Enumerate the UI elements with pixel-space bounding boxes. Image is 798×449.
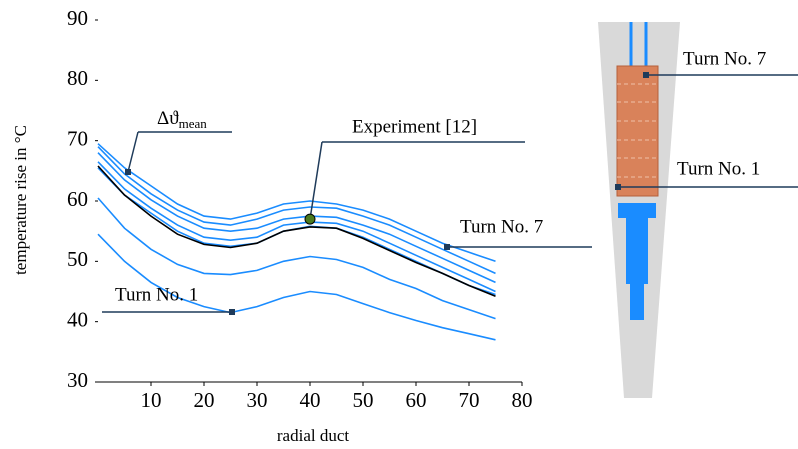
x-tick-label: 30 xyxy=(247,388,268,412)
series-line xyxy=(98,147,496,274)
leader-marker xyxy=(643,72,649,78)
annotation-turn-low: Turn No. 1 xyxy=(115,284,198,305)
x-tick-label: 50 xyxy=(353,388,374,412)
series-line xyxy=(98,166,496,296)
x-tick-label: 40 xyxy=(300,388,321,412)
experiment-point xyxy=(305,214,315,224)
x-tick-label: 10 xyxy=(141,388,162,412)
leader-line xyxy=(128,132,138,172)
wedge xyxy=(630,284,644,320)
leader-marker xyxy=(229,309,235,315)
chart: Turn No. 7 Turn No. 1 temperature rise i… xyxy=(0,0,798,449)
y-axis-label: temperature rise in °C xyxy=(11,125,30,275)
x-tick-label: 80 xyxy=(512,388,533,412)
x-tick-label: 20 xyxy=(194,388,215,412)
winding-diagram: Turn No. 7 Turn No. 1 xyxy=(598,22,798,398)
wedge xyxy=(618,203,656,218)
leader-marker xyxy=(125,169,131,175)
annotation-experiment: Experiment [12] xyxy=(352,116,477,137)
y-tick-label: 60 xyxy=(67,187,88,211)
diagram-label: Turn No. 7 xyxy=(683,48,766,69)
conductor-stack xyxy=(617,66,658,196)
y-tick-label: 40 xyxy=(67,307,88,331)
annotation-mean: Δϑmean xyxy=(157,108,207,131)
leader-marker xyxy=(615,184,621,190)
y-tick-label: 90 xyxy=(67,6,88,30)
mean-symbol: Δϑ xyxy=(157,108,179,129)
series-line xyxy=(98,162,496,292)
x-tick-label: 60 xyxy=(406,388,427,412)
wedge xyxy=(626,218,648,284)
y-tick-label: 70 xyxy=(67,126,88,150)
annotation-turn-high: Turn No. 7 xyxy=(460,216,543,237)
leader-marker xyxy=(444,244,450,250)
diagram-label: Turn No. 1 xyxy=(677,158,760,179)
mean-subscript: mean xyxy=(179,116,208,131)
series-line xyxy=(98,144,496,262)
y-tick-label: 50 xyxy=(67,247,88,271)
series-line xyxy=(98,168,496,295)
y-tick-label: 80 xyxy=(67,66,88,90)
x-axis-label: radial duct xyxy=(277,426,349,445)
x-tick-label: 70 xyxy=(459,388,480,412)
y-tick-label: 30 xyxy=(67,368,88,392)
